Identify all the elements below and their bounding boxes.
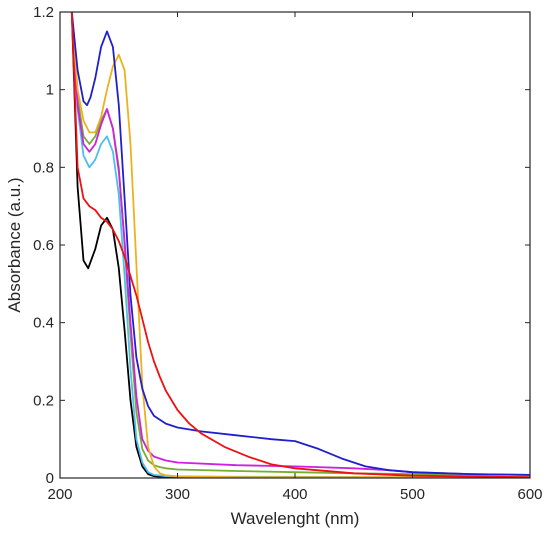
y-tick-label: 1 — [46, 82, 54, 99]
series-line-2 — [70, 12, 530, 478]
series-line-4 — [70, 12, 530, 476]
y-tick-label: 1.2 — [33, 4, 54, 21]
y-tick-label: 0.8 — [33, 159, 54, 176]
y-tick-label: 0 — [46, 470, 54, 487]
tick-layer: 200 300 400 500 600 0 0.2 0.4 0.6 0.8 1 1.2 — [33, 4, 542, 503]
x-axis-label: Wavelenght (nm) — [231, 509, 360, 528]
x-tick-label: 600 — [517, 486, 542, 503]
x-tick-label: 300 — [165, 486, 190, 503]
series-layer — [70, 12, 530, 478]
series-line-5 — [70, 12, 530, 478]
series-line-3 — [70, 12, 530, 476]
series-line-6 — [70, 12, 530, 476]
series-line-7 — [70, 12, 530, 478]
x-tick-label: 500 — [400, 486, 425, 503]
plot-frame — [59, 11, 531, 479]
y-axis-label: Absorbance (a.u.) — [5, 177, 24, 312]
y-tick-label: 0.2 — [33, 392, 54, 409]
series-line-1 — [70, 12, 530, 478]
y-tick-label: 0.4 — [33, 315, 54, 332]
y-tick-label: 0.6 — [33, 237, 54, 254]
x-tick-label: 200 — [47, 486, 72, 503]
x-tick-label: 400 — [282, 486, 307, 503]
